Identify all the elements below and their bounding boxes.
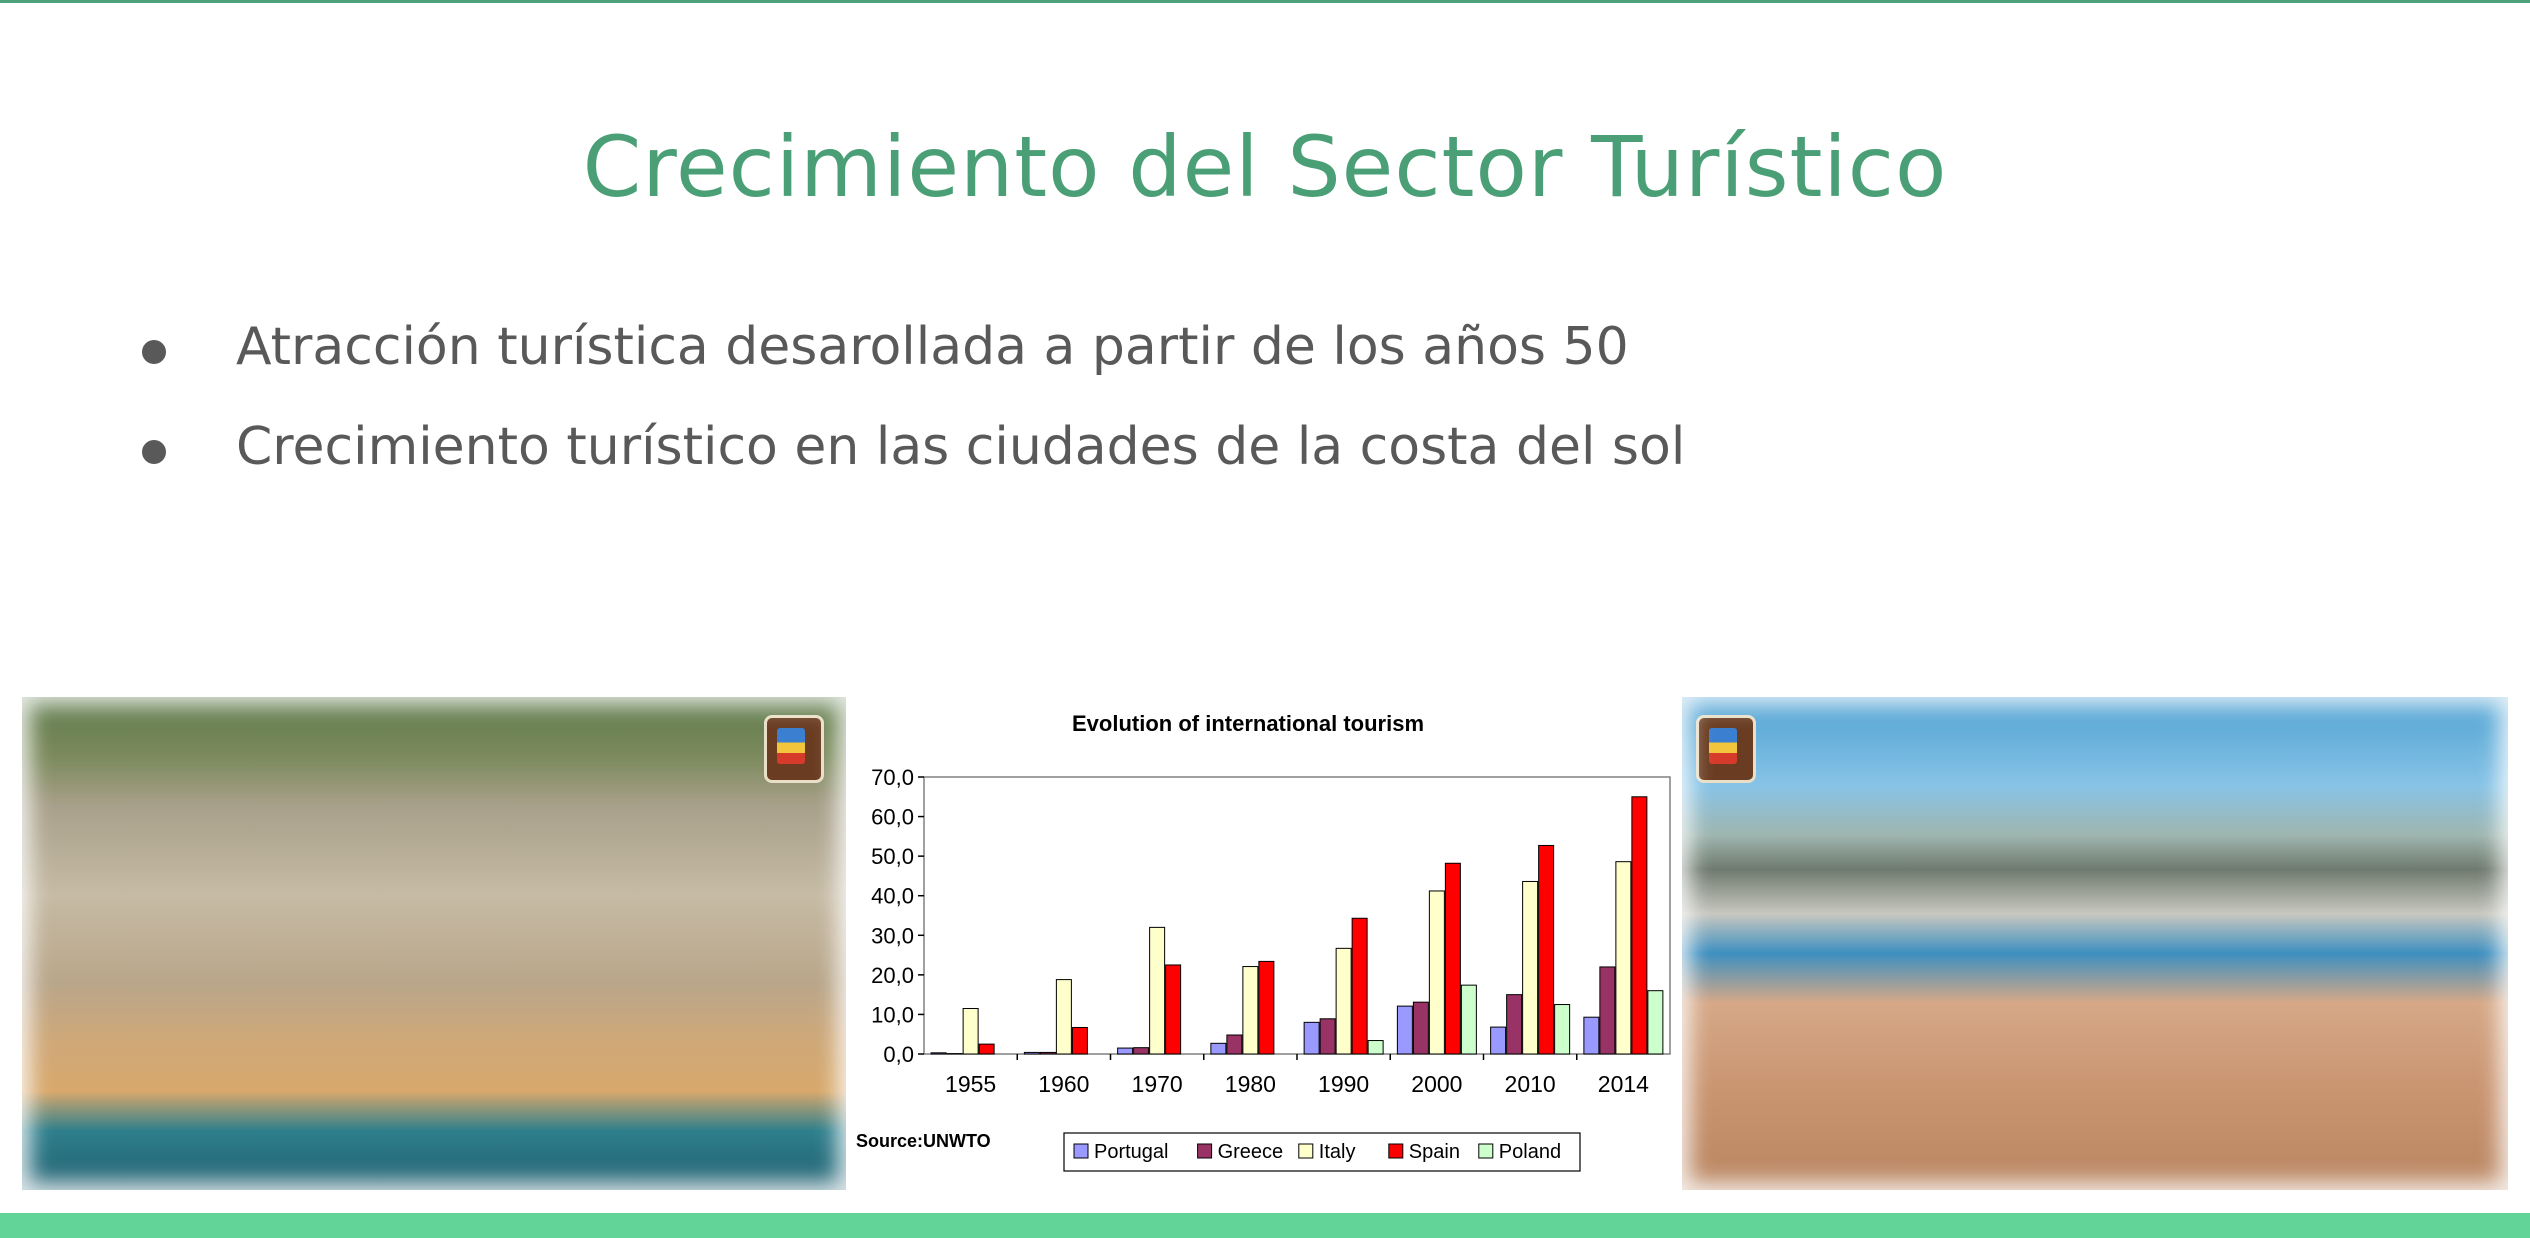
y-tick-label: 40,0 — [871, 884, 914, 909]
y-tick-label: 0,0 — [883, 1042, 914, 1067]
bar-italy-1955 — [962, 1007, 979, 1055]
x-tick-label: 1990 — [1318, 1071, 1369, 1097]
town-crest-icon — [1696, 715, 1756, 783]
tourism-chart: Evolution of international tourism 0,0 10… — [848, 697, 1680, 1190]
x-tick-label: 2014 — [1598, 1071, 1649, 1097]
y-tick-label: 10,0 — [871, 1002, 914, 1027]
legend-swatch-greece — [1197, 1143, 1213, 1159]
legend-label-poland: Poland — [1499, 1141, 1561, 1163]
x-tick-label: 1980 — [1225, 1071, 1276, 1097]
legend-swatch-italy — [1298, 1143, 1314, 1159]
legend-swatch-portugal — [1073, 1143, 1089, 1159]
bottom-accent-band — [0, 1213, 2530, 1238]
town-crest-icon — [764, 715, 824, 783]
bar-spain-1980 — [1258, 960, 1275, 1055]
bar-portugal-2010 — [1490, 1026, 1507, 1055]
postcard-worn-edge — [1682, 697, 2508, 1190]
x-tick-label: 1970 — [1132, 1071, 1183, 1097]
bar-portugal-1960 — [1023, 1051, 1040, 1055]
bar-greece-1990 — [1319, 1018, 1336, 1055]
bar-italy-1960 — [1055, 979, 1072, 1055]
bar-greece-2000 — [1412, 1001, 1429, 1055]
legend-label-portugal: Portugal — [1094, 1141, 1169, 1163]
legend-label-italy: Italy — [1319, 1141, 1356, 1163]
bar-portugal-1970 — [1117, 1047, 1134, 1055]
bar-italy-2000 — [1428, 890, 1445, 1055]
bar-greece-2014 — [1599, 966, 1616, 1055]
y-tick-label: 50,0 — [871, 844, 914, 869]
legend-box — [1063, 1132, 1581, 1172]
bar-spain-2000 — [1444, 862, 1461, 1055]
bar-spain-1955 — [978, 1043, 995, 1055]
bar-poland-2010 — [1554, 1004, 1571, 1055]
bar-italy-1980 — [1242, 966, 1259, 1055]
y-tick-label: 60,0 — [871, 805, 914, 830]
beach-postcard-photo — [1682, 697, 2508, 1190]
bullet-text: Crecimiento turístico en las ciudades de… — [236, 417, 1686, 477]
bar-poland-1990 — [1367, 1040, 1384, 1055]
coastal-city-aerial-photo — [22, 697, 846, 1190]
bar-poland-2000 — [1460, 984, 1477, 1055]
bar-greece-2010 — [1506, 994, 1523, 1055]
y-tick-label: 20,0 — [871, 963, 914, 988]
legend-label-greece: Greece — [1218, 1141, 1284, 1163]
bullet-dot-icon — [142, 340, 166, 364]
legend-swatch-poland — [1478, 1143, 1494, 1159]
bar-spain-2014 — [1631, 796, 1648, 1055]
bar-portugal-1980 — [1210, 1042, 1227, 1055]
bar-portugal-1990 — [1303, 1021, 1320, 1055]
x-tick-label: 2010 — [1505, 1071, 1556, 1097]
slide-title: Crecimiento del Sector Turístico — [582, 118, 1948, 216]
y-tick-label: 70,0 — [871, 765, 914, 790]
bar-portugal-2014 — [1583, 1016, 1600, 1055]
bar-portugal-1955 — [930, 1052, 947, 1055]
bar-portugal-2000 — [1396, 1005, 1413, 1055]
bullet-list: Atracción turística desarollada a partir… — [130, 312, 1685, 512]
legend-swatch-spain — [1388, 1143, 1404, 1159]
top-accent-line — [0, 0, 2530, 3]
bar-spain-1960 — [1071, 1026, 1088, 1055]
chart-canvas: 0,0 10,0 20,0 30,0 40,0 50,0 60,0 70,0 1955 1960 1… — [871, 765, 1671, 1172]
bar-italy-1990 — [1335, 947, 1352, 1055]
bar-poland-2014 — [1647, 990, 1664, 1055]
chart-title: Evolution of international tourism — [1072, 711, 1424, 736]
bullet-item: Crecimiento turístico en las ciudades de… — [130, 412, 1685, 512]
bullet-dot-icon — [142, 440, 166, 464]
bar-italy-1970 — [1149, 926, 1166, 1055]
postcard-worn-edge — [22, 697, 846, 1190]
x-tick-label: 1960 — [1038, 1071, 1089, 1097]
bar-greece-1970 — [1133, 1047, 1150, 1055]
y-tick-label: 30,0 — [871, 923, 914, 948]
bullet-text: Atracción turística desarollada a partir… — [236, 317, 1629, 377]
bullet-item: Atracción turística desarollada a partir… — [130, 312, 1685, 412]
bar-italy-2014 — [1615, 861, 1632, 1055]
x-tick-label: 1955 — [945, 1071, 996, 1097]
bar-greece-1960 — [1039, 1051, 1056, 1055]
bar-spain-1970 — [1165, 964, 1182, 1055]
bar-spain-1990 — [1351, 917, 1368, 1055]
bar-spain-2010 — [1538, 844, 1555, 1055]
bar-greece-1980 — [1226, 1034, 1243, 1055]
bar-italy-2010 — [1522, 880, 1539, 1055]
x-tick-label: 2000 — [1411, 1071, 1462, 1097]
legend-label-spain: Spain — [1409, 1141, 1460, 1163]
chart-source: Source:UNWTO — [856, 1131, 991, 1151]
